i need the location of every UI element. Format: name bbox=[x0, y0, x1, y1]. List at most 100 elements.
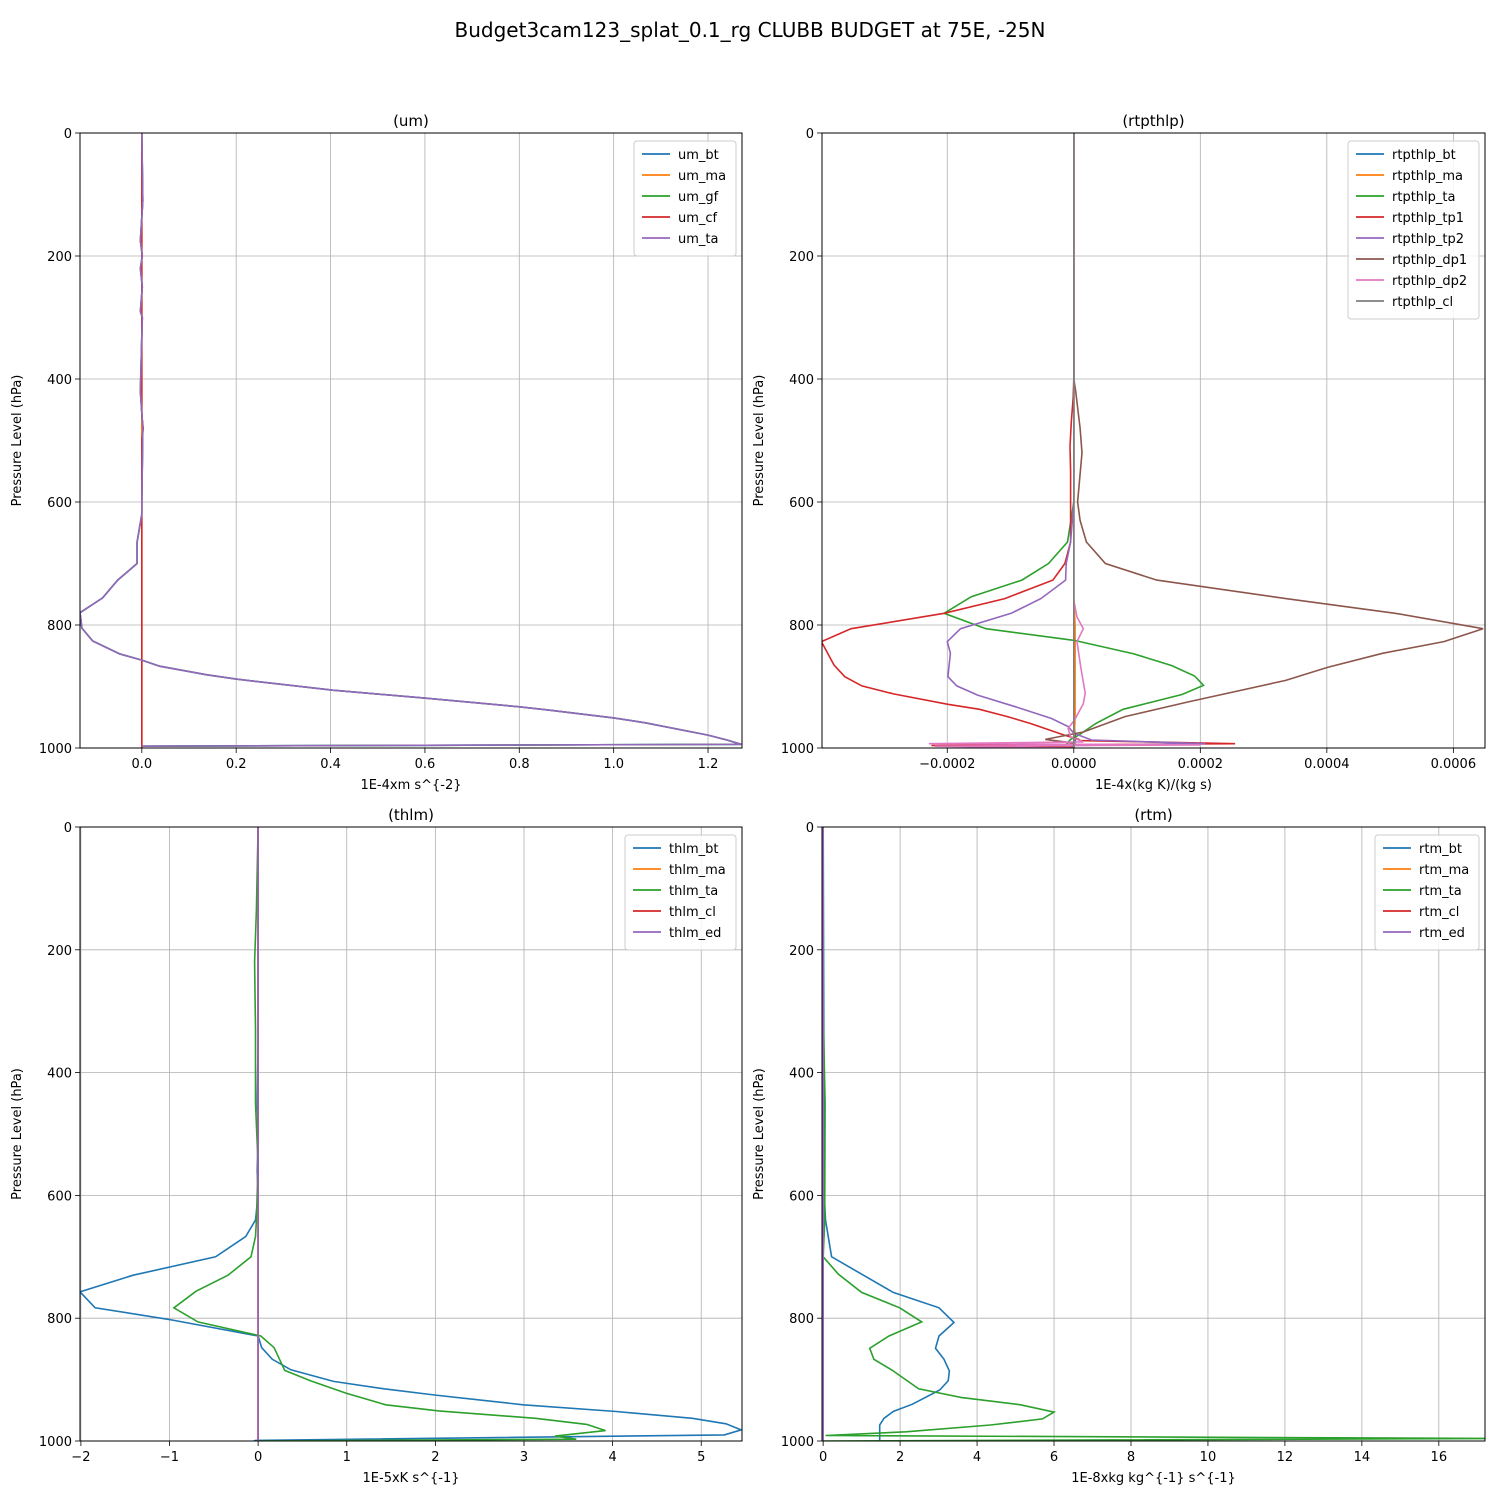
y-tick-label: 0 bbox=[806, 821, 814, 836]
y-tick-label: 1000 bbox=[781, 742, 814, 757]
x-tick-label: 0.6 bbox=[415, 757, 436, 772]
x-axis-label: 1E-4x(kg K)/(kg s) bbox=[1095, 778, 1212, 793]
x-tick-label: 6 bbox=[1050, 1450, 1058, 1465]
series-line-rtpthlp_dp1 bbox=[1045, 133, 1484, 748]
x-axis-label: 1E-5xK s^{-1} bbox=[363, 1471, 460, 1486]
legend-label: thlm_ed bbox=[669, 926, 721, 941]
legend-frame bbox=[633, 140, 737, 257]
y-axis-label: Pressure Level (hPa) bbox=[752, 1068, 767, 1200]
y-tick-label: 600 bbox=[789, 1189, 814, 1204]
legend-label: rtpthlp_ta bbox=[1392, 190, 1455, 205]
y-tick-label: 600 bbox=[47, 1189, 72, 1204]
legend-label: um_cf bbox=[678, 211, 718, 226]
x-tick-label: 0 bbox=[819, 1450, 827, 1465]
subplot-title: (rtm) bbox=[1134, 806, 1172, 824]
x-tick-label: 1.2 bbox=[698, 757, 719, 772]
x-tick-label: 0.0004 bbox=[1304, 757, 1350, 772]
y-axis-label: Pressure Level (hPa) bbox=[752, 375, 767, 507]
x-tick-label: 5 bbox=[697, 1450, 705, 1465]
legend-label: rtpthlp_dp2 bbox=[1392, 274, 1467, 289]
x-tick-label: 0.2 bbox=[226, 757, 247, 772]
series-line-rtpthlp_tp1 bbox=[822, 133, 1236, 748]
x-tick-label: 4 bbox=[608, 1450, 616, 1465]
legend-frame bbox=[1347, 140, 1480, 320]
legend-label: rtpthlp_tp2 bbox=[1392, 232, 1464, 247]
y-tick-label: 1000 bbox=[781, 1435, 814, 1450]
x-tick-label: 10 bbox=[1200, 1450, 1217, 1465]
figure-title: Budget3cam123_splat_0.1_rg CLUBB BUDGET … bbox=[455, 18, 1046, 42]
legend-label: rtpthlp_tp1 bbox=[1392, 211, 1464, 226]
x-tick-label: 4 bbox=[973, 1450, 981, 1465]
x-tick-label: 2 bbox=[896, 1450, 904, 1465]
x-tick-label: 0.0002 bbox=[1178, 757, 1224, 772]
subplot-title: (rtpthlp) bbox=[1122, 112, 1184, 130]
series-line-rtm_bt bbox=[822, 827, 956, 1441]
legend-label: um_bt bbox=[678, 148, 719, 163]
y-tick-label: 400 bbox=[789, 373, 814, 388]
series-line-rtpthlp_dp2 bbox=[928, 133, 1201, 748]
x-tick-label: 0 bbox=[254, 1450, 262, 1465]
legend: thlm_bt thlm_ma thlm_ta thlm_cl thlm_ed bbox=[624, 834, 737, 951]
y-axis-label: Pressure Level (hPa) bbox=[10, 1068, 25, 1200]
x-tick-label: 14 bbox=[1354, 1450, 1371, 1465]
x-tick-label: 0.0 bbox=[131, 757, 152, 772]
legend: um_bt um_ma um_gf um_cf um_ta bbox=[633, 140, 737, 257]
legend-label: thlm_ma bbox=[669, 863, 726, 878]
x-tick-label: −2 bbox=[71, 1450, 90, 1465]
x-tick-label: 0.0006 bbox=[1431, 757, 1477, 772]
legend-label: um_gf bbox=[678, 190, 719, 205]
legend-label: rtpthlp_bt bbox=[1392, 148, 1456, 163]
series-line-um_ta bbox=[80, 133, 742, 748]
y-tick-label: 800 bbox=[789, 1312, 814, 1327]
x-tick-label: 1.0 bbox=[603, 757, 624, 772]
x-tick-label: −0.0002 bbox=[919, 757, 975, 772]
legend-label: rtm_ta bbox=[1419, 884, 1462, 899]
series-line-rtpthlp_tp2 bbox=[946, 133, 1206, 748]
x-tick-label: 2 bbox=[431, 1450, 439, 1465]
x-tick-label: 0.8 bbox=[509, 757, 530, 772]
legend-label: rtpthlp_ma bbox=[1392, 169, 1463, 184]
subplot-rtm: 0 2 4 6 8 10 12 14 16 0 200 400 600 800 1000 (rtm) 1E-8x… bbox=[752, 806, 1486, 1486]
x-tick-label: 0.4 bbox=[320, 757, 341, 772]
legend-label: rtm_ma bbox=[1419, 863, 1469, 878]
plot-frame bbox=[821, 132, 1486, 749]
subplot-title: (um) bbox=[393, 112, 429, 130]
x-tick-label: 16 bbox=[1431, 1450, 1448, 1465]
legend: rtpthlp_bt rtpthlp_ma rtpthlp_ta rtpthlp_tp… bbox=[1347, 140, 1480, 320]
y-tick-label: 0 bbox=[64, 821, 72, 836]
legend-label: um_ta bbox=[678, 232, 718, 247]
y-tick-label: 400 bbox=[789, 1067, 814, 1082]
x-axis-label: 1E-4xm s^{-2} bbox=[360, 778, 461, 793]
y-tick-label: 1000 bbox=[39, 742, 72, 757]
legend-label: rtm_bt bbox=[1419, 842, 1462, 857]
subplot-thlm: −2 −1 0 1 2 3 4 5 0 200 400 600 800 1000 (thlm) 1E-5xK … bbox=[10, 806, 743, 1486]
y-tick-label: 1000 bbox=[39, 1435, 72, 1450]
plot-frame bbox=[821, 826, 1486, 1442]
y-tick-label: 0 bbox=[806, 127, 814, 142]
y-tick-label: 400 bbox=[47, 373, 72, 388]
y-axis-label: Pressure Level (hPa) bbox=[10, 375, 25, 507]
subplot-um: 0.0 0.2 0.4 0.6 0.8 1.0 1.2 0 200 400 600 800 1000 (u… bbox=[10, 112, 743, 793]
y-tick-label: 600 bbox=[47, 496, 72, 511]
legend-frame bbox=[624, 834, 737, 951]
x-tick-label: 12 bbox=[1277, 1450, 1294, 1465]
series-line-thlm_ta bbox=[172, 827, 606, 1441]
legend-label: rtm_ed bbox=[1419, 926, 1465, 941]
y-tick-label: 800 bbox=[47, 619, 72, 634]
plot-frame bbox=[79, 826, 743, 1442]
y-tick-label: 0 bbox=[64, 127, 72, 142]
legend-label: um_ma bbox=[678, 169, 726, 184]
legend: rtm_bt rtm_ma rtm_ta rtm_cl rtm_ed bbox=[1374, 834, 1480, 951]
y-tick-label: 200 bbox=[789, 250, 814, 265]
x-axis-label: 1E-8xkg kg^{-1} s^{-1} bbox=[1071, 1471, 1236, 1486]
x-tick-label: 1 bbox=[343, 1450, 351, 1465]
y-tick-label: 200 bbox=[47, 250, 72, 265]
y-tick-label: 800 bbox=[789, 619, 814, 634]
y-tick-label: 800 bbox=[47, 1312, 72, 1327]
legend-label: thlm_ta bbox=[669, 884, 718, 899]
subplot-title: (thlm) bbox=[388, 806, 434, 824]
x-tick-label: 8 bbox=[1127, 1450, 1135, 1465]
legend-label: thlm_cl bbox=[669, 905, 716, 920]
y-tick-label: 200 bbox=[47, 944, 72, 959]
subplot-rtpthlp: −0.0002 0.0000 0.0002 0.0004 0.0006 0 200 400 60… bbox=[752, 112, 1486, 793]
